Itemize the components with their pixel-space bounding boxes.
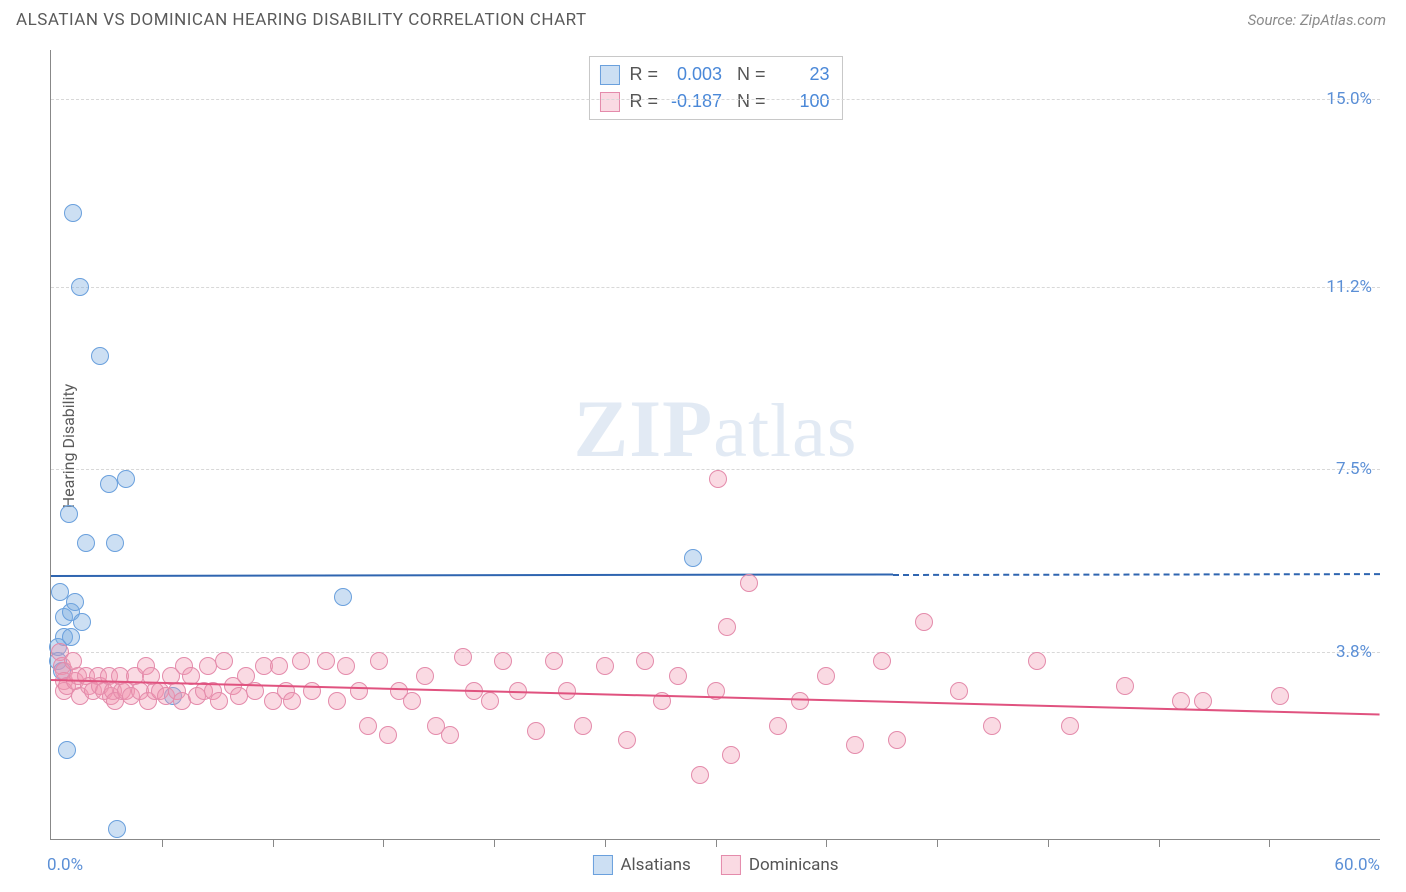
gridline-horizontal	[51, 99, 1380, 100]
data-point-alsatians	[77, 534, 95, 552]
legend-bottom: Alsatians Dominicans	[592, 855, 838, 875]
data-point-dominicans	[596, 657, 614, 675]
gridline-horizontal	[51, 652, 1380, 653]
data-point-alsatians	[108, 820, 126, 838]
x-axis-min-label: 0.0%	[47, 855, 83, 875]
data-point-dominicans	[769, 717, 787, 735]
data-point-dominicans	[722, 746, 740, 764]
trendline-alsatians	[51, 574, 893, 578]
legend-stats-box: R =0.003 N =23 R =-0.187 N =100	[588, 56, 842, 120]
legend-item-dominicans: Dominicans	[721, 855, 839, 875]
data-point-dominicans	[527, 722, 545, 740]
data-point-dominicans	[574, 717, 592, 735]
data-point-dominicans	[618, 731, 636, 749]
x-tick	[937, 839, 938, 847]
x-tick	[605, 839, 606, 847]
data-point-dominicans	[1194, 692, 1212, 710]
data-point-dominicans	[888, 731, 906, 749]
x-tick	[1159, 839, 1160, 847]
data-point-dominicans	[370, 652, 388, 670]
x-tick	[383, 839, 384, 847]
data-point-dominicans	[709, 470, 727, 488]
data-point-dominicans	[1028, 652, 1046, 670]
data-point-alsatians	[334, 588, 352, 606]
data-point-dominicans	[481, 692, 499, 710]
data-point-dominicans	[350, 682, 368, 700]
swatch-alsatians-icon	[592, 855, 612, 875]
data-point-dominicans	[270, 657, 288, 675]
data-point-dominicans	[283, 692, 301, 710]
data-point-dominicans	[379, 726, 397, 744]
data-point-dominicans	[359, 717, 377, 735]
data-point-dominicans	[494, 652, 512, 670]
data-point-dominicans	[718, 618, 736, 636]
swatch-alsatians	[599, 65, 619, 85]
data-point-alsatians	[100, 475, 118, 493]
x-tick	[162, 839, 163, 847]
data-point-dominicans	[441, 726, 459, 744]
data-point-dominicans	[691, 766, 709, 784]
x-axis-max-label: 60.0%	[1334, 855, 1380, 875]
data-point-dominicans	[1061, 717, 1079, 735]
trendline-alsatians-extrapolated	[893, 573, 1380, 576]
swatch-dominicans-icon	[721, 855, 741, 875]
x-tick	[716, 839, 717, 847]
scatter-chart: ZIPatlas R =0.003 N =23 R =-0.187 N =100…	[50, 50, 1380, 840]
x-tick	[1269, 839, 1270, 847]
chart-title: ALSATIAN VS DOMINICAN HEARING DISABILITY…	[16, 10, 587, 30]
source-attribution: Source: ZipAtlas.com	[1248, 11, 1386, 29]
y-tick-label: 11.2%	[1326, 277, 1372, 297]
data-point-dominicans	[545, 652, 563, 670]
data-point-dominicans	[636, 652, 654, 670]
data-point-alsatians	[117, 470, 135, 488]
y-tick-label: 15.0%	[1326, 89, 1372, 109]
data-point-dominicans	[669, 667, 687, 685]
data-point-dominicans	[337, 657, 355, 675]
data-point-alsatians	[71, 278, 89, 296]
data-point-alsatians	[60, 505, 78, 523]
data-point-alsatians	[684, 549, 702, 567]
y-tick-label: 3.8%	[1336, 642, 1372, 662]
data-point-dominicans	[950, 682, 968, 700]
data-point-dominicans	[215, 652, 233, 670]
data-point-dominicans	[210, 692, 228, 710]
data-point-dominicans	[403, 692, 421, 710]
x-tick	[273, 839, 274, 847]
data-point-dominicans	[454, 648, 472, 666]
data-point-dominicans	[317, 652, 335, 670]
legend-stats-row-alsatians: R =0.003 N =23	[599, 61, 829, 88]
data-point-dominicans	[1271, 687, 1289, 705]
data-point-alsatians	[58, 741, 76, 759]
data-point-dominicans	[416, 667, 434, 685]
data-point-dominicans	[983, 717, 1001, 735]
x-tick	[494, 839, 495, 847]
data-point-dominicans	[740, 574, 758, 592]
data-point-dominicans	[1116, 677, 1134, 695]
data-point-alsatians	[106, 534, 124, 552]
data-point-dominicans	[873, 652, 891, 670]
data-point-alsatians	[91, 347, 109, 365]
data-point-alsatians	[64, 204, 82, 222]
y-tick-label: 7.5%	[1336, 459, 1372, 479]
legend-item-alsatians: Alsatians	[592, 855, 690, 875]
data-point-alsatians	[66, 593, 84, 611]
x-tick	[1048, 839, 1049, 847]
gridline-horizontal	[51, 287, 1380, 288]
data-point-dominicans	[846, 736, 864, 754]
swatch-dominicans	[599, 92, 619, 112]
data-point-dominicans	[817, 667, 835, 685]
data-point-dominicans	[328, 692, 346, 710]
legend-stats-row-dominicans: R =-0.187 N =100	[599, 88, 829, 115]
watermark: ZIPatlas	[574, 382, 858, 476]
x-tick	[826, 839, 827, 847]
data-point-dominicans	[292, 652, 310, 670]
data-point-dominicans	[558, 682, 576, 700]
data-point-dominicans	[791, 692, 809, 710]
data-point-dominicans	[915, 613, 933, 631]
